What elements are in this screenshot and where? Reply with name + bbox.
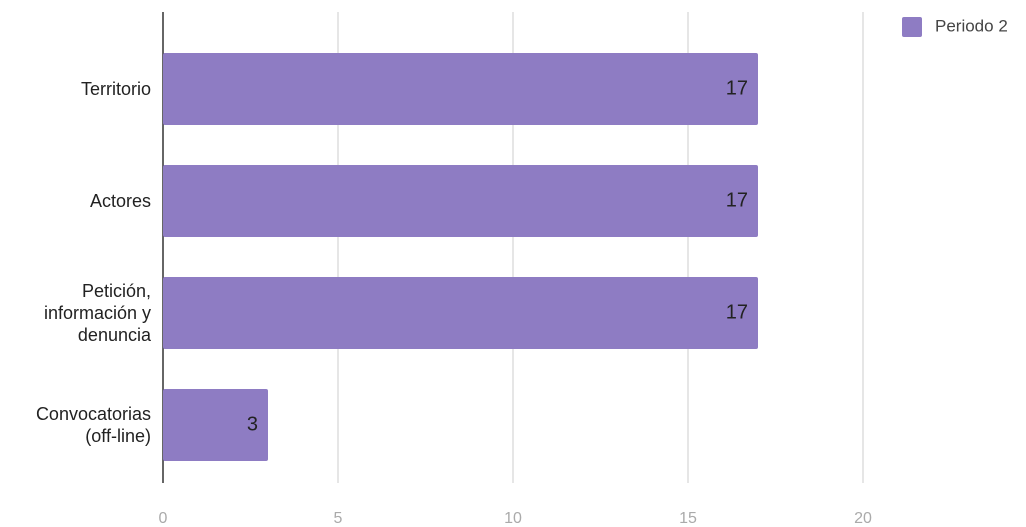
legend-label: Periodo 2 bbox=[935, 16, 1008, 35]
x-tick-label: 0 bbox=[159, 510, 168, 527]
x-tick-label: 10 bbox=[504, 510, 522, 527]
y-tick-label: Convocatorias (off-line) bbox=[35, 404, 151, 446]
value-label: 17 bbox=[726, 301, 748, 323]
x-tick-label: 5 bbox=[334, 510, 343, 527]
y-tick-label: Petición, información y denuncia bbox=[43, 281, 151, 345]
x-tick-label: 15 bbox=[679, 510, 697, 527]
value-label: 17 bbox=[726, 77, 748, 99]
y-tick-label: Actores bbox=[89, 191, 151, 211]
bar bbox=[163, 165, 758, 237]
value-label: 3 bbox=[247, 413, 258, 435]
bar bbox=[163, 389, 268, 461]
legend-swatch bbox=[902, 17, 922, 37]
bar bbox=[163, 53, 758, 125]
y-tick-label: Territorio bbox=[80, 79, 151, 99]
bar bbox=[163, 277, 758, 349]
value-label: 17 bbox=[726, 189, 748, 211]
x-tick-label: 20 bbox=[854, 510, 872, 527]
